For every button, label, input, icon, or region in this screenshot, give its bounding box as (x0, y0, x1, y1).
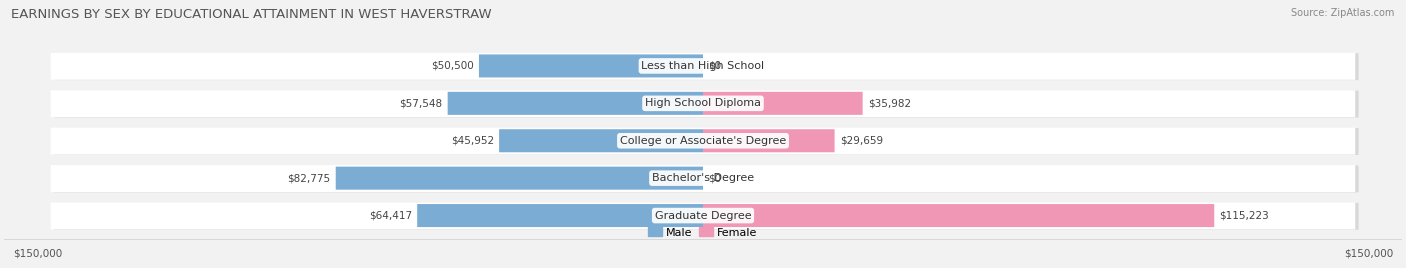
FancyBboxPatch shape (447, 92, 703, 115)
FancyBboxPatch shape (53, 203, 1358, 230)
Text: Graduate Degree: Graduate Degree (655, 211, 751, 221)
Text: $45,952: $45,952 (451, 136, 494, 146)
Text: $0: $0 (709, 61, 721, 71)
Text: $57,548: $57,548 (399, 98, 443, 108)
Text: Bachelor's Degree: Bachelor's Degree (652, 173, 754, 183)
Text: $115,223: $115,223 (1219, 211, 1270, 221)
Text: $0: $0 (709, 173, 721, 183)
FancyBboxPatch shape (703, 204, 1215, 227)
FancyBboxPatch shape (336, 167, 703, 190)
Legend: Male, Female: Male, Female (644, 223, 762, 242)
Text: $29,659: $29,659 (839, 136, 883, 146)
FancyBboxPatch shape (53, 128, 1358, 155)
Text: $50,500: $50,500 (430, 61, 474, 71)
FancyBboxPatch shape (51, 202, 1355, 229)
Text: $82,775: $82,775 (287, 173, 330, 183)
FancyBboxPatch shape (703, 129, 835, 152)
Text: EARNINGS BY SEX BY EDUCATIONAL ATTAINMENT IN WEST HAVERSTRAW: EARNINGS BY SEX BY EDUCATIONAL ATTAINMEN… (11, 8, 492, 21)
FancyBboxPatch shape (51, 90, 1355, 117)
Text: College or Associate's Degree: College or Associate's Degree (620, 136, 786, 146)
Text: $64,417: $64,417 (368, 211, 412, 221)
FancyBboxPatch shape (51, 128, 1355, 155)
Text: $35,982: $35,982 (868, 98, 911, 108)
FancyBboxPatch shape (51, 165, 1355, 192)
FancyBboxPatch shape (479, 54, 703, 77)
FancyBboxPatch shape (53, 91, 1358, 118)
Text: High School Diploma: High School Diploma (645, 98, 761, 108)
FancyBboxPatch shape (53, 53, 1358, 80)
Text: Less than High School: Less than High School (641, 61, 765, 71)
FancyBboxPatch shape (51, 53, 1355, 80)
FancyBboxPatch shape (53, 165, 1358, 192)
FancyBboxPatch shape (499, 129, 703, 152)
FancyBboxPatch shape (418, 204, 703, 227)
FancyBboxPatch shape (703, 92, 863, 115)
Text: Source: ZipAtlas.com: Source: ZipAtlas.com (1291, 8, 1395, 18)
